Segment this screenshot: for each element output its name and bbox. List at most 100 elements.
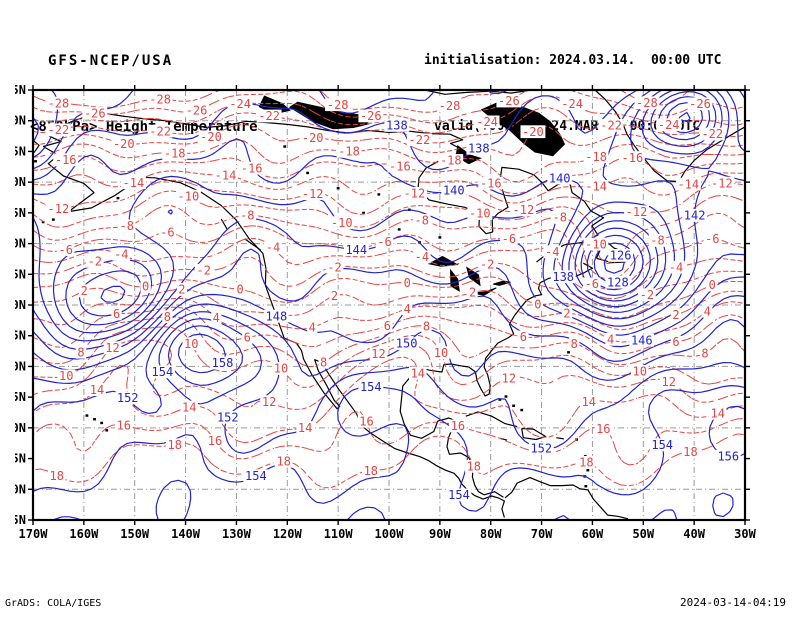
svg-text:-10: -10 — [585, 237, 607, 251]
svg-text:-18: -18 — [585, 150, 607, 164]
svg-text:-20: -20 — [113, 137, 135, 151]
svg-text:12: 12 — [371, 347, 385, 361]
svg-text:-10: -10 — [331, 216, 353, 230]
svg-text:-18: -18 — [338, 145, 360, 159]
svg-text:-2: -2 — [327, 260, 341, 274]
svg-text:128: 128 — [607, 275, 629, 289]
svg-text:6: 6 — [672, 335, 679, 349]
svg-text:-16: -16 — [241, 161, 263, 175]
svg-text:14: 14 — [582, 395, 596, 409]
y-tick-label: 65N — [15, 144, 26, 158]
svg-text:154: 154 — [448, 488, 470, 502]
y-tick-label: 60N — [15, 175, 26, 189]
y-tick-label: 35N — [15, 329, 26, 343]
svg-text:2: 2 — [331, 289, 338, 303]
svg-text:-12: -12 — [513, 203, 535, 217]
svg-text:-2: -2 — [196, 264, 210, 278]
svg-text:-4: -4 — [266, 241, 280, 255]
svg-text:-20: -20 — [522, 125, 544, 139]
model-name: GFS-NCEP/USA — [48, 53, 174, 69]
svg-text:-26: -26 — [84, 106, 106, 120]
svg-text:16: 16 — [359, 415, 373, 429]
svg-text:-6: -6 — [705, 232, 719, 246]
svg-text:152: 152 — [530, 442, 552, 456]
svg-text:18: 18 — [364, 464, 378, 478]
svg-text:-28: -28 — [439, 99, 461, 113]
x-tick-label: 70W — [531, 527, 553, 541]
y-tick-label: 70N — [15, 114, 26, 128]
svg-text:-6: -6 — [58, 243, 72, 257]
svg-text:126: 126 — [610, 249, 632, 263]
svg-text:-14: -14 — [123, 176, 145, 190]
svg-text:-28: -28 — [48, 96, 70, 110]
y-tick-label: 10N — [15, 482, 26, 496]
svg-text:8: 8 — [77, 345, 84, 359]
svg-text:138: 138 — [552, 270, 574, 284]
svg-text:154: 154 — [152, 365, 174, 379]
svg-text:16: 16 — [117, 419, 131, 433]
svg-text:12: 12 — [661, 375, 675, 389]
axis-layer: 170W 160W 150W 140W 130W 120W 110W 100W 90W 80W 70… — [4, 83, 756, 541]
svg-text:152: 152 — [117, 391, 139, 405]
svg-text:18: 18 — [49, 469, 63, 483]
svg-text:0: 0 — [142, 280, 149, 294]
y-tick-label: 5N — [15, 513, 26, 527]
svg-text:142: 142 — [684, 209, 706, 223]
svg-text:0: 0 — [709, 278, 716, 292]
svg-text:-12: -12 — [711, 176, 733, 190]
svg-text:14: 14 — [182, 400, 196, 414]
svg-text:-2: -2 — [480, 258, 494, 272]
svg-text:152: 152 — [217, 411, 239, 425]
svg-text:2: 2 — [672, 308, 679, 322]
svg-text:8: 8 — [320, 356, 327, 370]
svg-text:-8: -8 — [414, 214, 428, 228]
svg-text:0: 0 — [404, 276, 411, 290]
svg-text:18: 18 — [467, 459, 481, 473]
svg-text:10: 10 — [632, 365, 646, 379]
svg-text:-26: -26 — [360, 109, 382, 123]
svg-text:-12: -12 — [404, 187, 426, 201]
svg-text:6: 6 — [384, 319, 391, 333]
svg-text:-24: -24 — [476, 115, 498, 129]
svg-text:150: 150 — [396, 337, 418, 351]
svg-text:-22: -22 — [149, 124, 171, 138]
svg-text:16: 16 — [451, 419, 465, 433]
svg-text:154: 154 — [651, 438, 673, 452]
svg-text:12: 12 — [502, 371, 516, 385]
svg-text:156: 156 — [717, 449, 739, 463]
svg-text:-26: -26 — [186, 104, 208, 118]
y-tick-label: 30N — [15, 359, 26, 373]
svg-text:10: 10 — [184, 337, 198, 351]
x-tick-label: 160W — [69, 527, 99, 541]
svg-text:4: 4 — [404, 302, 411, 316]
svg-text:0: 0 — [534, 297, 541, 311]
svg-text:-16: -16 — [480, 176, 502, 190]
svg-text:140: 140 — [443, 183, 465, 197]
x-tick-label: 130W — [222, 527, 252, 541]
svg-text:140: 140 — [549, 171, 571, 185]
svg-text:-10: -10 — [469, 207, 491, 221]
svg-text:138: 138 — [386, 119, 408, 133]
svg-text:14: 14 — [90, 383, 104, 397]
x-tick-label: 40W — [683, 527, 705, 541]
svg-text:12: 12 — [105, 341, 119, 355]
x-tick-label: 110W — [324, 527, 354, 541]
svg-text:14: 14 — [298, 421, 312, 435]
svg-text:4: 4 — [607, 333, 614, 347]
svg-text:-28: -28 — [636, 96, 658, 110]
contour-labels: -28 -28 -28-28 -28 -26 -26-26-26 -26-24 -24-24-… — [46, 92, 741, 502]
map-panel: -28 -28 -28 -28 -28 -26 -26 -26 -26 -26 -24 -24 -24-… — [4, 80, 785, 555]
svg-text:6: 6 — [244, 331, 251, 345]
svg-text:4: 4 — [309, 321, 316, 335]
svg-text:-20: -20 — [200, 130, 222, 144]
svg-text:14: 14 — [411, 366, 425, 380]
x-tick-label: 50W — [632, 527, 654, 541]
svg-text:-12: -12 — [302, 187, 324, 201]
creation-timestamp: 2024-03-14-04:19 — [680, 596, 786, 609]
svg-text:-18: -18 — [440, 154, 462, 168]
svg-text:14: 14 — [710, 406, 724, 420]
svg-text:-6: -6 — [585, 277, 599, 291]
svg-text:144: 144 — [345, 243, 367, 257]
svg-text:18: 18 — [276, 455, 290, 469]
x-tick-label: 90W — [429, 527, 451, 541]
